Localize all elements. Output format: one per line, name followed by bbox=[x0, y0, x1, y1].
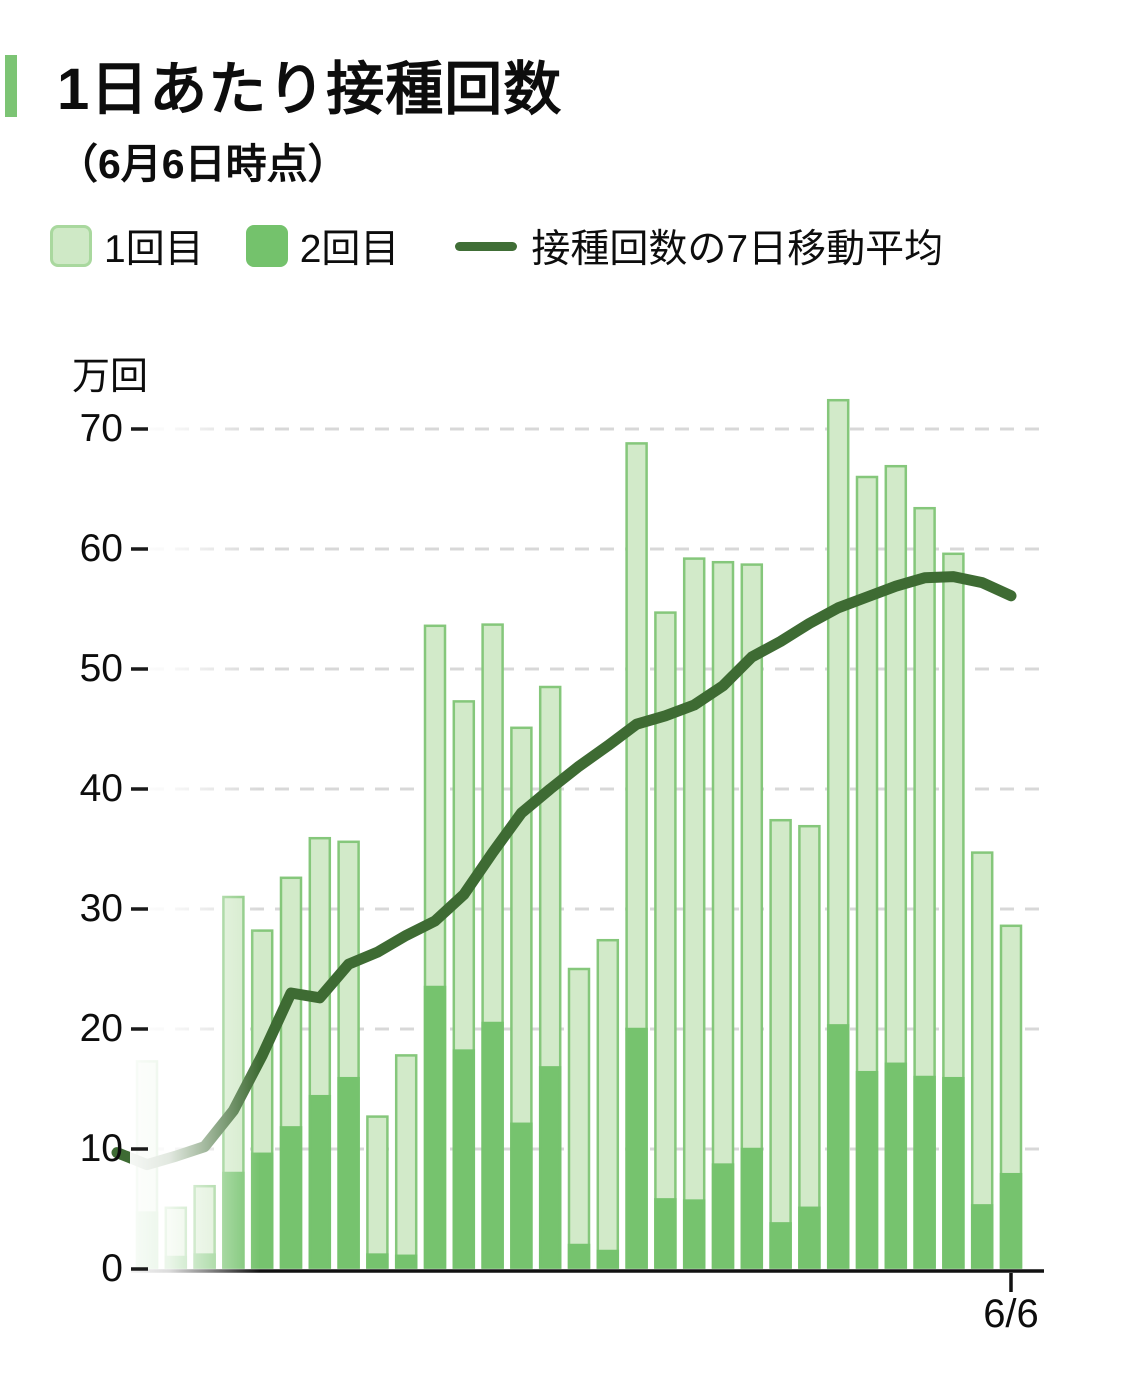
bar-dose1 bbox=[711, 560, 735, 1269]
bar-dose2 bbox=[913, 1075, 936, 1269]
ma7-line bbox=[111, 571, 1017, 1171]
y-tick-label: 0 bbox=[101, 1247, 123, 1290]
y-tick-label: 60 bbox=[79, 527, 123, 570]
bar-dose2 bbox=[942, 1076, 965, 1269]
bar-dose2 bbox=[567, 1243, 591, 1269]
bar-dose1 bbox=[769, 818, 792, 1269]
page-title: 1日あたり接種回数 bbox=[57, 57, 563, 122]
bar-dose2 bbox=[279, 1126, 303, 1269]
fade-overlay bbox=[130, 392, 260, 1287]
bar-dose2 bbox=[625, 1027, 648, 1269]
legend: 1回目 2回目 接種回数の7日移動平均 bbox=[50, 218, 943, 274]
bar-dose1 bbox=[394, 1054, 418, 1269]
bar-dose1 bbox=[798, 824, 821, 1269]
bar-dose2 bbox=[740, 1147, 764, 1269]
legend-dose2-swatch bbox=[245, 225, 288, 267]
bar-dose2 bbox=[654, 1198, 677, 1269]
bar-dose2 bbox=[308, 1094, 332, 1269]
bar-dose1 bbox=[682, 557, 706, 1269]
bar-dose2 bbox=[510, 1122, 533, 1269]
bar-dose2 bbox=[711, 1163, 735, 1269]
y-tick-label: 20 bbox=[79, 1007, 123, 1050]
bar-dose2 bbox=[682, 1199, 706, 1269]
bar-dose1 bbox=[567, 967, 591, 1269]
title-accent-bar bbox=[5, 55, 17, 117]
legend-dose2-label: 2回目 bbox=[299, 228, 400, 271]
bar-dose1 bbox=[596, 938, 620, 1269]
y-tick-label: 30 bbox=[79, 887, 123, 930]
y-axis-unit-label: 万回 bbox=[72, 356, 149, 398]
legend-ma-line-swatch bbox=[455, 241, 518, 251]
chart-subtitle: （6月6日時点） bbox=[57, 141, 349, 187]
legend-dose1-label: 1回目 bbox=[104, 228, 204, 271]
y-tick-label: 40 bbox=[79, 767, 123, 810]
bar-dose2 bbox=[855, 1070, 879, 1269]
y-tick-label: 50 bbox=[79, 647, 123, 690]
y-tick-label: 10 bbox=[79, 1127, 123, 1170]
bar-dose2 bbox=[826, 1024, 850, 1269]
bar-dose2 bbox=[337, 1076, 360, 1269]
bar-dose2 bbox=[596, 1249, 620, 1269]
bar-dose2 bbox=[481, 1021, 504, 1269]
bar-dose2 bbox=[970, 1204, 994, 1269]
bar-dose2 bbox=[884, 1062, 908, 1269]
bar-dose1 bbox=[366, 1115, 389, 1269]
bar-dose2 bbox=[394, 1254, 418, 1269]
y-tick-label: 70 bbox=[79, 407, 123, 450]
bar-dose2 bbox=[423, 985, 447, 1269]
bar-dose2 bbox=[769, 1222, 792, 1269]
bar-dose2 bbox=[538, 1066, 562, 1269]
legend-dose1-swatch bbox=[50, 225, 92, 267]
legend-ma-label: 接種回数の7日移動平均 bbox=[531, 228, 944, 271]
bar-dose2 bbox=[798, 1206, 821, 1269]
bar-dose2 bbox=[999, 1172, 1023, 1269]
bar-dose2 bbox=[366, 1253, 389, 1269]
bar-dose2 bbox=[452, 1049, 476, 1269]
x-axis-end-label: 6/6 bbox=[983, 1292, 1039, 1336]
